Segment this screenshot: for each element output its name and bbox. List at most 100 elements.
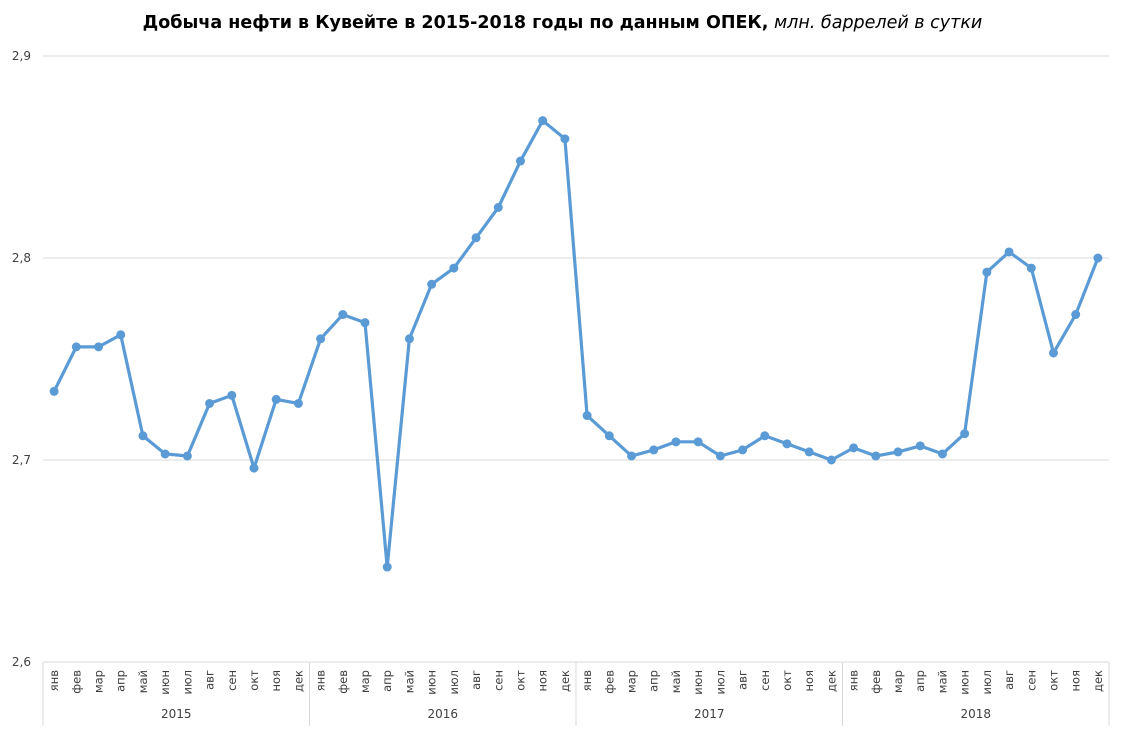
y-tick-label: 2,7: [12, 453, 31, 467]
month-label: июн: [958, 670, 972, 695]
data-point: [849, 443, 859, 453]
month-label: дек: [558, 670, 572, 692]
month-label: авг: [203, 670, 217, 690]
data-point: [960, 429, 970, 439]
month-label: ноя: [536, 670, 550, 691]
data-point: [182, 451, 192, 461]
data-point: [937, 449, 947, 459]
chart-title-main: Добыча нефти в Кувейте в 2015-2018 годы …: [142, 13, 769, 33]
data-point: [94, 342, 104, 352]
month-label: июл: [180, 670, 194, 695]
month-label: авг: [736, 670, 750, 690]
month-label: фев: [69, 670, 83, 694]
data-point: [316, 334, 326, 344]
month-label: окт: [1046, 670, 1060, 691]
month-label: янв: [47, 670, 61, 691]
month-label: ноя: [269, 670, 283, 691]
month-label: мар: [625, 670, 639, 693]
year-label: 2016: [427, 707, 458, 721]
data-point: [160, 449, 170, 459]
data-point: [582, 411, 592, 421]
chart-title-units: млн. баррелей в сутки: [773, 13, 983, 33]
data-point: [627, 451, 637, 461]
data-point: [227, 390, 237, 400]
month-label: мар: [358, 670, 372, 693]
month-label: май: [935, 670, 949, 693]
data-point: [826, 455, 836, 465]
month-label: янв: [580, 670, 594, 691]
data-point: [449, 263, 459, 273]
data-point: [360, 318, 370, 328]
month-label: июл: [447, 670, 461, 695]
data-point: [982, 267, 992, 277]
month-label: дек: [291, 670, 305, 692]
month-label: апр: [913, 670, 927, 692]
data-point: [116, 330, 126, 340]
data-point: [1093, 253, 1103, 263]
month-label: фев: [336, 670, 350, 694]
data-point: [49, 386, 59, 396]
month-label: фев: [869, 670, 883, 694]
data-point: [404, 334, 414, 344]
month-label: июн: [691, 670, 705, 695]
month-label: ноя: [802, 670, 816, 691]
data-point: [782, 439, 792, 449]
year-label: 2018: [960, 707, 991, 721]
data-point: [649, 445, 659, 455]
data-point: [560, 134, 570, 144]
month-label: авг: [469, 670, 483, 690]
month-label: окт: [513, 670, 527, 691]
month-label: апр: [647, 670, 661, 692]
month-label: май: [136, 670, 150, 693]
data-point: [71, 342, 81, 352]
year-label: 2015: [161, 707, 192, 721]
month-label: сен: [491, 670, 505, 691]
data-point: [804, 447, 814, 457]
month-label: мар: [92, 670, 106, 693]
data-point: [893, 447, 903, 457]
data-point: [871, 451, 881, 461]
month-label: янв: [314, 670, 328, 691]
month-label: янв: [847, 670, 861, 691]
month-label: ноя: [1069, 670, 1083, 691]
data-point: [471, 233, 481, 243]
month-label: мар: [891, 670, 905, 693]
data-point: [715, 451, 725, 461]
data-point: [693, 437, 703, 447]
data-point: [738, 445, 748, 455]
month-label: апр: [380, 670, 394, 692]
month-label: июл: [980, 670, 994, 695]
data-point: [1026, 263, 1036, 273]
month-label: сен: [758, 670, 772, 691]
series-line: [52, 118, 1100, 569]
month-label: окт: [780, 670, 794, 691]
data-point: [205, 398, 215, 408]
data-point: [493, 203, 503, 212]
data-point: [382, 562, 392, 572]
month-label: сен: [225, 670, 239, 691]
year-label: 2017: [694, 707, 725, 721]
month-label: сен: [1024, 670, 1038, 691]
data-point: [515, 156, 525, 166]
month-label: май: [669, 670, 683, 693]
month-label: окт: [247, 670, 261, 691]
data-point: [249, 463, 259, 473]
data-point: [427, 279, 437, 289]
data-point: [671, 437, 681, 447]
data-point: [338, 310, 348, 320]
data-point: [538, 116, 548, 126]
month-label: авг: [1002, 670, 1016, 690]
data-point: [915, 441, 925, 451]
month-label: дек: [824, 670, 838, 692]
data-point: [1071, 310, 1081, 320]
data-point: [760, 431, 770, 441]
y-tick-label: 2,8: [12, 251, 31, 265]
data-point: [293, 398, 303, 408]
month-label: июл: [713, 670, 727, 695]
month-label: дек: [1091, 670, 1105, 692]
month-label: июн: [425, 670, 439, 695]
y-tick-label: 2,9: [12, 49, 31, 63]
data-point: [604, 431, 614, 441]
chart-title: Добыча нефти в Кувейте в 2015-2018 годы …: [0, 13, 1125, 33]
